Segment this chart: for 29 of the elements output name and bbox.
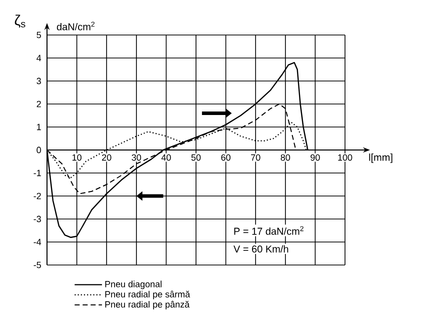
annotation: P = 17 daN/cm$^{2}$ [234, 226, 304, 235]
x-axis-title: l[mm] [369, 154, 392, 163]
x-tick-label: 90 [310, 154, 320, 161]
legend-label: Pneu radial pe pânză [105, 300, 190, 310]
x-tick-label: 20 [102, 154, 112, 161]
x-tick-label: 30 [132, 154, 142, 161]
y-tick-label: 4 [36, 54, 42, 62]
y-tick-label: -5 [34, 262, 41, 268]
x-tick-label: 80 [280, 154, 290, 161]
legend-label: Pneu radial pe sârmă [105, 290, 190, 300]
y-tick-label: -2 [34, 192, 41, 200]
text: daN/cm$^{2}$ [56, 22, 94, 30]
y-axis-title: ζ$_{s}$ [14, 14, 26, 28]
y-tick-label: -1 [34, 170, 41, 176]
x-tick-label: 60 [221, 154, 230, 161]
y-tick-label: 0 [36, 146, 41, 154]
annotation: V = 60 Km/h [234, 245, 288, 253]
y-tick-label: 3 [36, 78, 41, 84]
x-tick-label: 70 [251, 154, 260, 161]
y-tick-label: 5 [36, 32, 41, 38]
x-tick-label: 50 [191, 154, 201, 161]
legend-label: Pneu diagonal [105, 280, 162, 290]
y-tick-label: 2 [36, 100, 41, 108]
y-tick-label: -3 [34, 216, 41, 222]
x-tick-label: 40 [161, 154, 171, 161]
y-tick-label: -4 [34, 238, 42, 246]
y-tick-label: 1 [37, 124, 41, 130]
x-tick-label: 100 [338, 154, 352, 161]
x-tick-label: 10 [72, 154, 82, 161]
